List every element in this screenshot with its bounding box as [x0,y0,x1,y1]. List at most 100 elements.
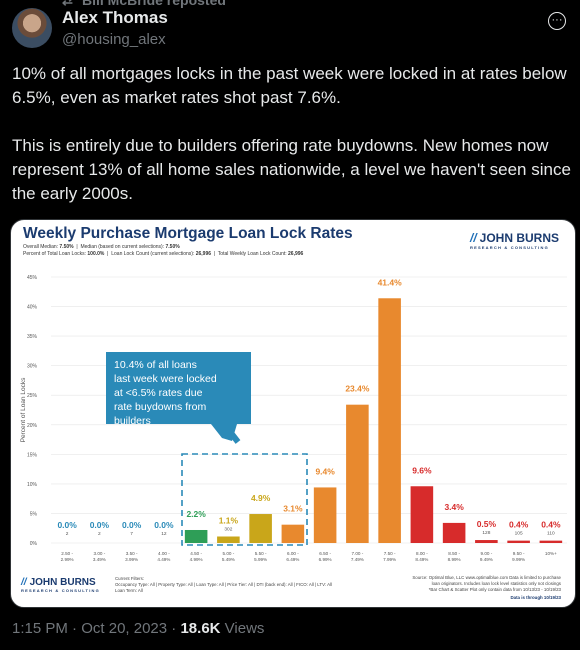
x-tick-label: 5.49% [222,557,235,562]
chart-title: Weekly Purchase Mortgage Loan Lock Rates [23,225,353,242]
bar-percent-label: 3.4% [444,502,464,512]
x-tick-label: 8.50 - [448,551,460,556]
bar-percent-label: 0.5% [477,519,497,529]
annotation-text: builders [114,415,151,427]
bar [442,522,466,543]
x-tick-label: 3.50 - [126,551,138,556]
bar-percent-label: 0.0% [154,520,174,530]
x-tick-label: 8.00 - [416,551,428,556]
x-tick-label: 8.49% [415,557,428,562]
x-tick-label: 4.49% [157,557,170,562]
filters-row-1: Occupancy Type: All | Property Type: All… [115,582,332,587]
x-tick-label: 9.50 - [513,551,525,556]
bar-count-label: 105 [515,531,523,537]
tweet-media-image[interactable]: Weekly Purchase Mortgage Loan Lock Rates… [10,219,576,608]
repost-header[interactable]: ⇄ Bill McBride reposted [62,0,226,9]
x-tick-label: 3.00 - [94,551,106,556]
y-tick-label: 10% [27,482,38,488]
x-tick-label: 2.99% [61,557,74,562]
chart-summary-line-2: Percent of Total Loan Locks: 100.0% | Lo… [23,251,304,257]
bar-count-label: 302 [224,526,232,532]
author-name[interactable]: Alex Thomas [62,8,168,27]
annotation-text: rate buydowns from [114,401,206,413]
bar-count-label: 2 [66,531,69,537]
tweet-meta: 1:15 PM · Oct 20, 2023 · 18.6K Views [12,620,264,637]
x-tick-label: 7.00 - [352,551,364,556]
source-line-3: *Bar Chart & Scatter Plot only contain d… [428,587,561,592]
bar-percent-label: 0.0% [57,520,77,530]
bar-count-label: 128 [482,530,490,536]
bar-count-label: 110 [547,531,555,537]
highlight-box [181,453,308,546]
y-tick-label: 30% [27,364,38,370]
bar-percent-label: 3.1% [283,504,303,514]
bar [507,540,530,543]
annotation-text: last week were locked [114,373,217,385]
bar-percent-label: 23.4% [345,384,370,394]
bar-percent-label: 0.4% [509,520,529,530]
author-block[interactable]: Alex Thomas @housing_alex [62,8,168,50]
x-tick-label: 8.99% [448,557,461,562]
bar [410,486,434,543]
x-tick-label: 4.00 - [158,551,170,556]
source-line-4: Data is through 10/19/23 [510,595,561,600]
filters-row-2: Loan Term: All [115,588,143,593]
x-tick-label: 6.00 - [287,551,299,556]
x-tick-label: 7.50 - [384,551,396,556]
bar-count-label: 7 [130,531,133,537]
bar-percent-label: 9.6% [412,465,432,475]
bar-count-label: 2,591 [416,476,428,482]
y-tick-label: 5% [30,511,38,517]
bar-percent-label: 0.0% [90,520,110,530]
tweet-date[interactable]: Oct 20, 2023 [81,620,168,637]
x-tick-label: 9.00 - [481,551,493,556]
tweet-paragraph-1: 10% of all mortgages locks in the past w… [12,64,567,107]
x-tick-label: 9.99% [512,557,525,562]
avatar[interactable] [12,8,52,48]
tweet-paragraph-2: This is entirely due to builders offerin… [12,136,571,203]
meta-separator: · [171,620,177,637]
bar [217,536,240,543]
tweet-text: 10% of all mortgages locks in the past w… [12,62,572,230]
x-tick-label: 4.50 - [190,551,202,556]
bar-count-label: 607 [192,520,200,526]
meta-separator: · [72,620,78,637]
bar-count-label: 6,327 [351,395,363,401]
bar [346,404,369,543]
bar-count-label: 12 [161,531,167,537]
y-tick-label: 20% [27,423,38,429]
bar-percent-label: 0.0% [122,520,142,530]
author-handle[interactable]: @housing_alex [62,31,166,48]
x-tick-label: 10%+ [545,551,557,556]
bar-count-label: 845 [289,515,297,521]
x-tick-label: 2.50 - [61,551,73,556]
tweet-time[interactable]: 1:15 PM [12,620,68,637]
views-count: 18.6K [180,620,221,637]
bar [249,514,272,543]
bar [313,487,337,543]
annotation-text: at <6.5% rates due [114,387,203,399]
x-tick-label: 6.50 - [319,551,331,556]
x-tick-label: 6.49% [286,557,299,562]
y-tick-label: 25% [27,393,38,399]
x-tick-label: 3.49% [93,557,106,562]
annotation-box [106,352,251,424]
x-tick-label: 9.49% [480,557,493,562]
bar-percent-label: 2.2% [186,509,206,519]
annotation-text: 10.4% of all loans [114,359,197,371]
bar [378,298,401,543]
bar-percent-label: 41.4% [378,277,403,287]
bar [475,540,498,543]
bar-percent-label: 4.9% [251,493,271,503]
bar-percent-label: 0.4% [541,520,561,530]
bar-count-label: 2 [98,531,101,537]
chart-summary-line-1: Overall Median: 7.50% | Median (based on… [23,244,180,250]
y-axis-label: Percent of Loan Locks [20,377,27,442]
source-line-2: loan originators. Includes loan lock lev… [431,581,561,586]
ellipsis-icon[interactable]: ··· [548,12,566,30]
bar-count-label: 1,326 [255,504,267,510]
brand-logo-bottom: //JOHN BURNS RESEARCH & CONSULTING [21,577,100,593]
x-tick-label: 5.00 - [223,551,235,556]
bar-count-label: 11,169 [382,288,397,294]
y-tick-label: 35% [27,334,38,340]
